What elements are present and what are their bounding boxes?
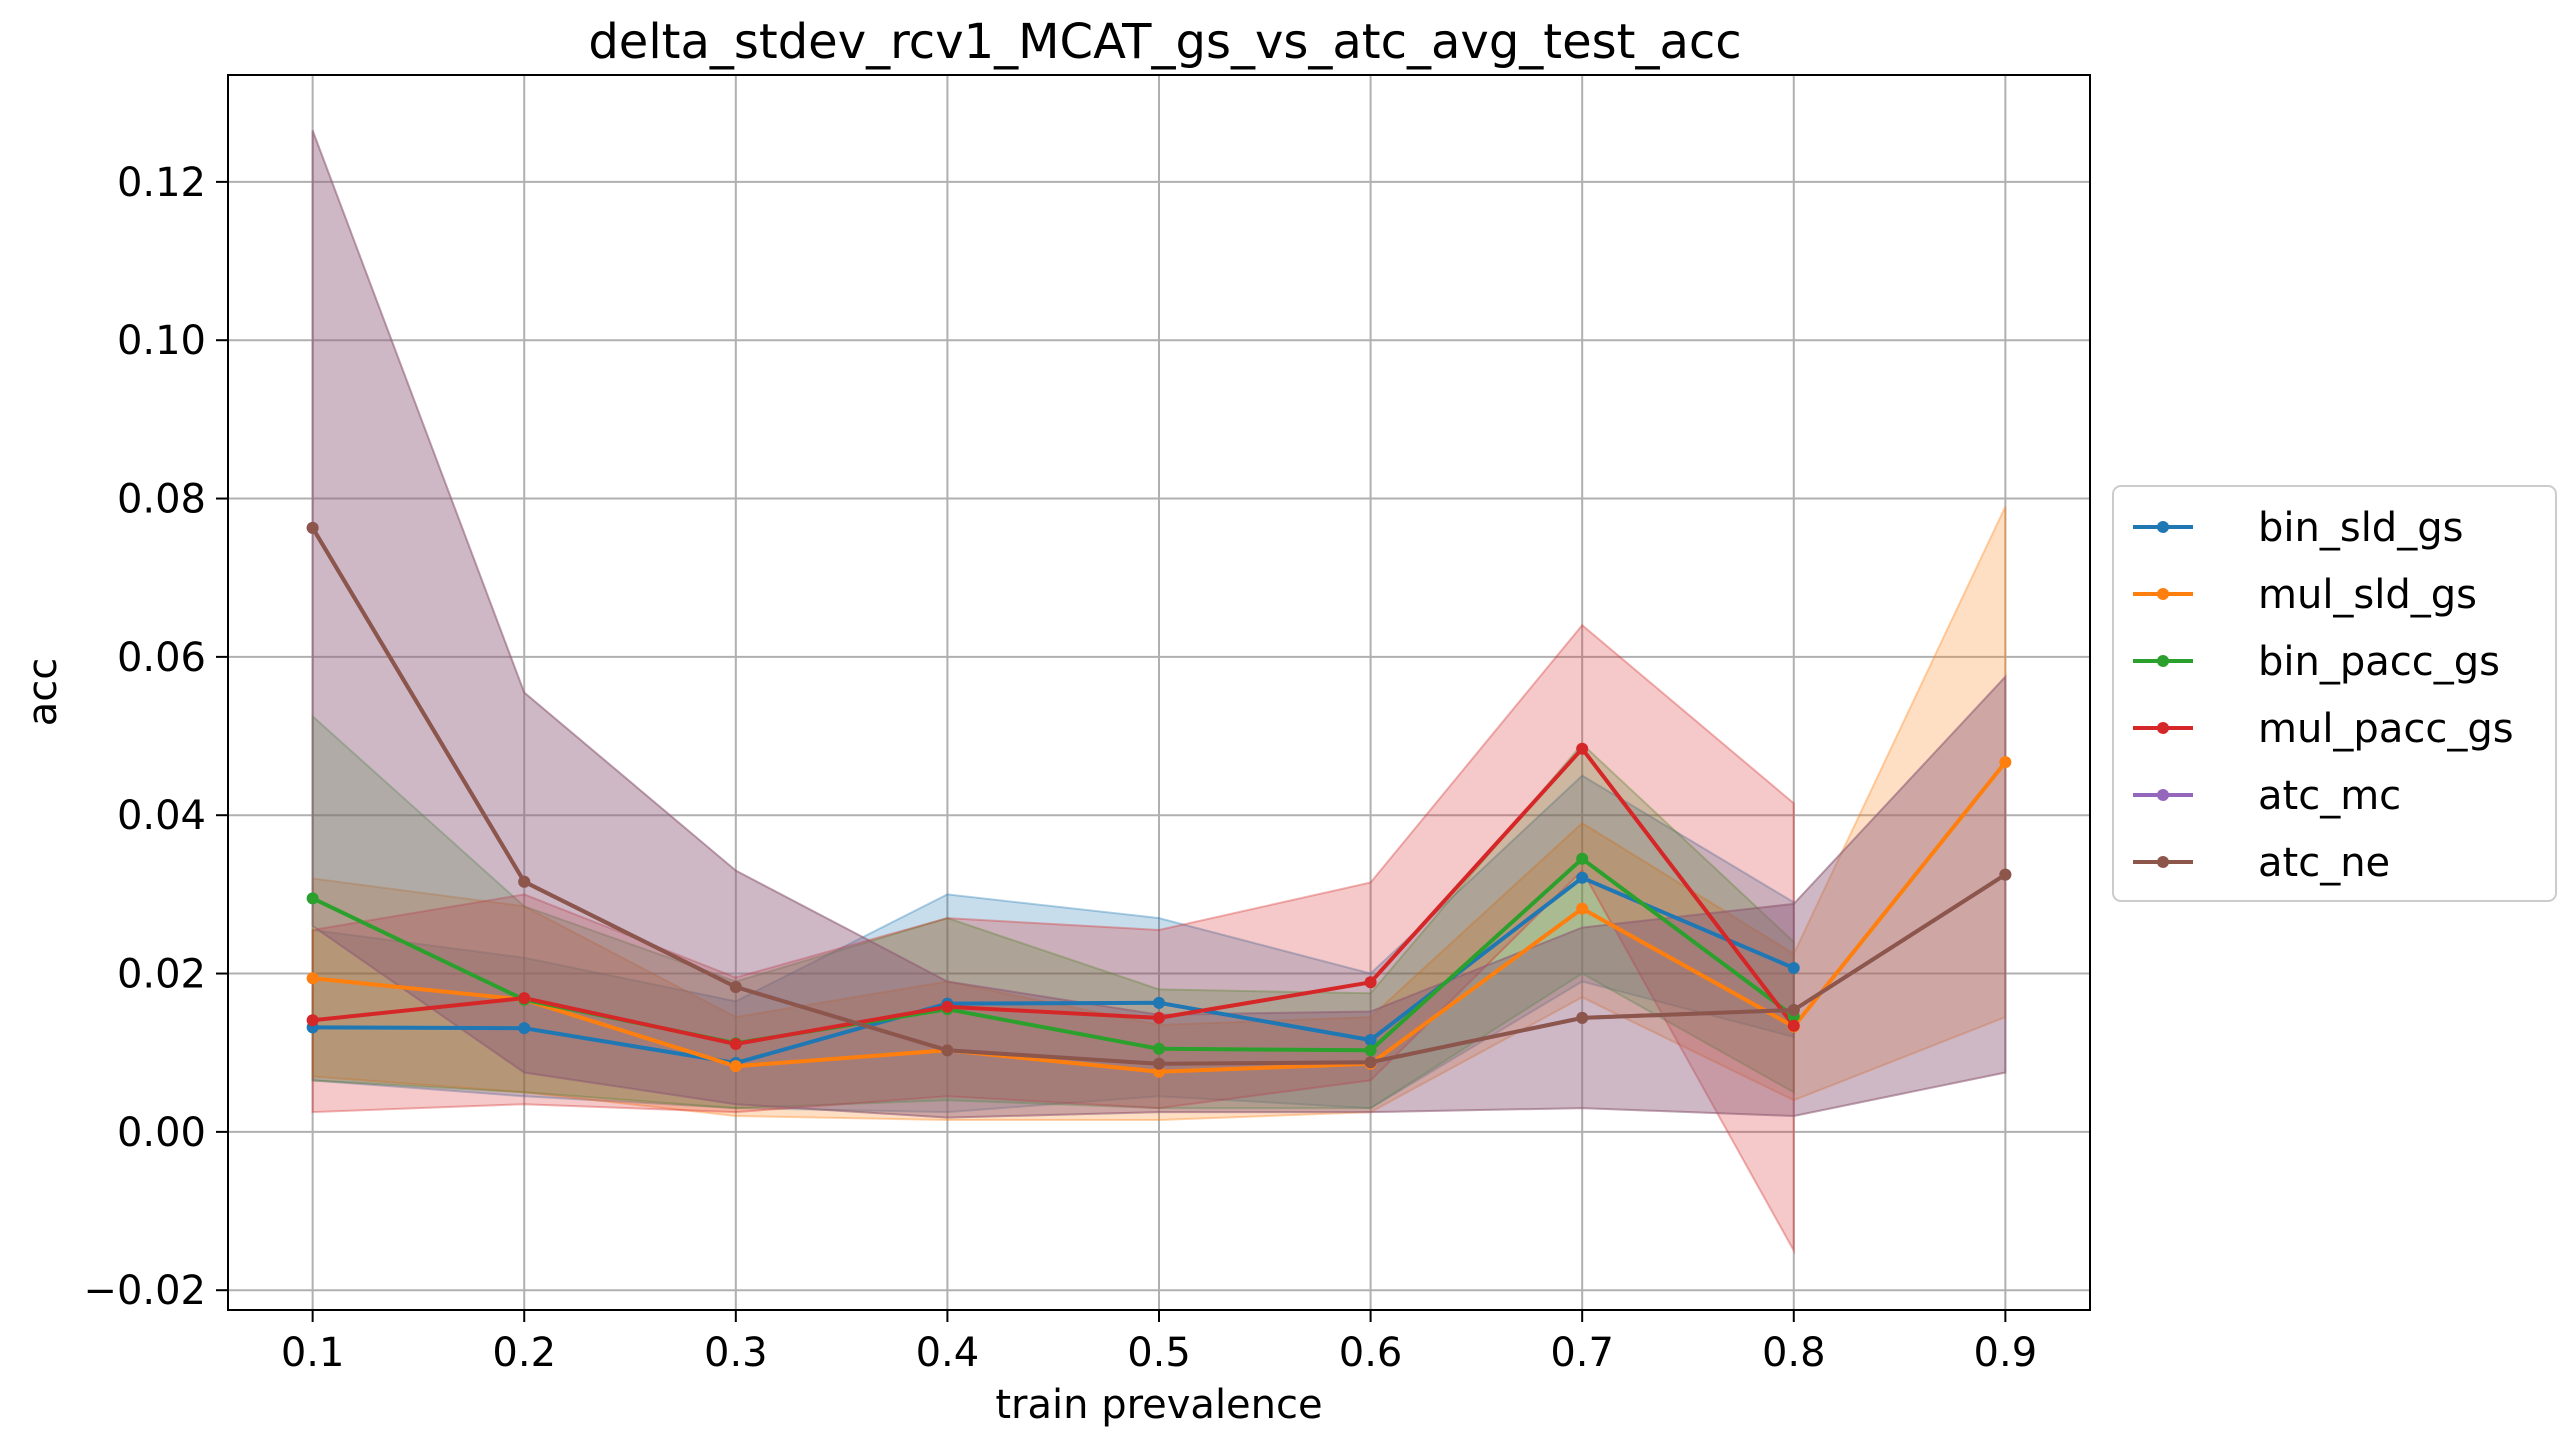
point-bin_sld_gs bbox=[1364, 1034, 1377, 1047]
point-mul_pacc_gs bbox=[729, 1038, 742, 1050]
y-tick-label: 0.08 bbox=[117, 477, 206, 523]
point-mul_sld_gs bbox=[306, 972, 319, 985]
legend-swatch-marker bbox=[2157, 588, 2169, 600]
x-tick-label: 0.7 bbox=[1550, 1330, 1614, 1376]
y-tick-label: 0.06 bbox=[117, 635, 206, 681]
legend-swatch-marker bbox=[2157, 655, 2169, 667]
legend-item-bin_pacc_gs: bin_pacc_gs bbox=[2133, 639, 2500, 685]
point-atc_ne bbox=[518, 875, 531, 888]
legend-item-bin_sld_gs: bin_sld_gs bbox=[2133, 505, 2463, 551]
line-bin_sld_gs bbox=[312, 875, 1795, 1065]
legend-label: mul_pacc_gs bbox=[2258, 706, 2514, 752]
x-tick-label: 0.5 bbox=[1127, 1330, 1191, 1376]
x-tick-label: 0.9 bbox=[1974, 1330, 2038, 1376]
point-bin_pacc_gs bbox=[1153, 1042, 1165, 1055]
point-mul_pacc_gs bbox=[1153, 1011, 1165, 1024]
legend-item-mul_sld_gs: mul_sld_gs bbox=[2133, 572, 2477, 618]
plot-area bbox=[227, 74, 2091, 1311]
x-tick-label: 0.3 bbox=[704, 1330, 768, 1376]
legend-item-atc_mc: atc_mc bbox=[2133, 773, 2401, 819]
y-tick-label: 0.00 bbox=[117, 1110, 206, 1156]
legend-label: mul_sld_gs bbox=[2258, 572, 2477, 618]
x-axis-label: train prevalence bbox=[995, 1382, 1322, 1428]
point-mul_pacc_gs bbox=[306, 1014, 319, 1027]
legend-label: atc_mc bbox=[2258, 773, 2401, 819]
legend-swatch-marker bbox=[2157, 856, 2169, 868]
y-tick-label: −0.02 bbox=[83, 1268, 206, 1314]
point-mul_pacc_gs bbox=[1576, 742, 1589, 755]
point-bin_sld_gs bbox=[1153, 996, 1165, 1009]
point-atc_ne bbox=[1364, 1056, 1377, 1069]
legend-swatch-marker bbox=[2157, 789, 2169, 801]
legend-item-mul_pacc_gs: mul_pacc_gs bbox=[2133, 706, 2514, 752]
band-mul_sld_gs bbox=[311, 506, 2007, 1121]
point-mul_pacc_gs bbox=[518, 992, 531, 1005]
y-axis-label: acc bbox=[20, 658, 66, 727]
x-tick-label: 0.4 bbox=[916, 1330, 980, 1376]
x-axis-ticks: 0.1 0.2 0.3 0.4 0.5 0.6 0.7 0.8 0.9 bbox=[281, 1310, 2037, 1376]
band-bin_sld_gs bbox=[311, 774, 1795, 1114]
point-bin_pacc_gs bbox=[1576, 852, 1589, 865]
y-tick-label: 0.10 bbox=[117, 318, 206, 364]
point-mul_sld_gs bbox=[1999, 756, 2012, 769]
legend-item-atc_ne: atc_ne bbox=[2133, 840, 2390, 886]
point-bin_pacc_gs bbox=[1364, 1044, 1377, 1057]
chart-title: delta_stdev_rcv1_MCAT_gs_vs_atc_avg_test… bbox=[588, 14, 1741, 70]
legend-box bbox=[2112, 485, 2557, 902]
y-tick-label: 0.12 bbox=[117, 160, 206, 206]
y-axis-ticks: −0.02 0.00 0.02 0.04 0.06 0.08 0.10 0.12 bbox=[83, 160, 228, 1314]
point-bin_sld_gs bbox=[1787, 962, 1800, 974]
x-tick-label: 0.6 bbox=[1339, 1330, 1403, 1376]
point-bin_pacc_gs bbox=[306, 892, 319, 905]
legend-label: bin_sld_gs bbox=[2258, 505, 2463, 551]
legend-label: atc_ne bbox=[2258, 840, 2390, 886]
line-mul_pacc_gs bbox=[312, 746, 1796, 1046]
point-mul_pacc_gs bbox=[1787, 1019, 1800, 1032]
point-mul_sld_gs bbox=[1576, 902, 1589, 915]
legend-label: bin_pacc_gs bbox=[2258, 639, 2500, 685]
point-atc_ne bbox=[941, 1044, 954, 1057]
point-atc_ne bbox=[1787, 1003, 1800, 1016]
legend-swatch-marker bbox=[2157, 722, 2169, 734]
band-atc_ne bbox=[311, 130, 2007, 1119]
point-bin_sld_gs bbox=[1576, 871, 1589, 884]
band-mul_pacc_gs bbox=[311, 623, 1795, 1255]
y-tick-label: 0.02 bbox=[117, 952, 206, 998]
point-bin_sld_gs bbox=[518, 1022, 531, 1035]
series-points bbox=[306, 521, 2012, 1078]
point-atc_ne bbox=[1153, 1057, 1165, 1070]
point-atc_ne bbox=[1999, 868, 2012, 881]
x-tick-label: 0.1 bbox=[281, 1330, 345, 1376]
grid bbox=[228, 75, 2090, 1310]
x-tick-label: 0.2 bbox=[492, 1330, 556, 1376]
y-tick-label: 0.04 bbox=[117, 793, 206, 839]
point-atc_ne bbox=[306, 521, 319, 534]
point-mul_sld_gs bbox=[729, 1060, 742, 1073]
point-mul_pacc_gs bbox=[1364, 976, 1377, 989]
confidence-bands bbox=[311, 130, 2007, 1255]
point-atc_ne bbox=[729, 981, 742, 993]
point-mul_pacc_gs bbox=[941, 1000, 954, 1013]
band-atc_mc bbox=[311, 130, 2007, 1119]
legend-swatch-marker bbox=[2157, 521, 2169, 533]
x-tick-label: 0.8 bbox=[1762, 1330, 1826, 1376]
legend: bin_sld_gs mul_sld_gs bin_pacc_gs mul_pacc_… bbox=[2112, 485, 2557, 902]
point-atc_ne bbox=[1576, 1011, 1589, 1024]
band-bin_pacc_gs bbox=[311, 714, 1795, 1110]
